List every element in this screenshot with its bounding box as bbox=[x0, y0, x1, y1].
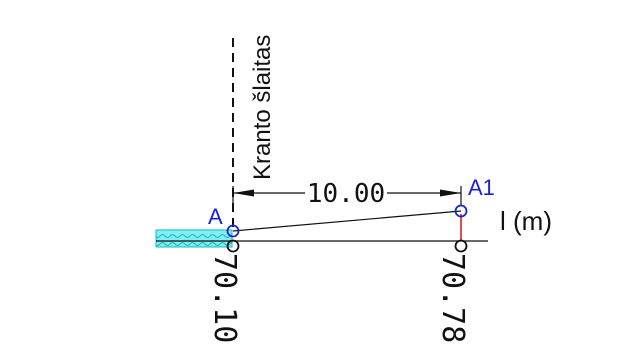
dimension-label-backdrop bbox=[305, 180, 387, 206]
axis-label: l (m) bbox=[500, 206, 552, 236]
point-a-marker bbox=[226, 224, 240, 238]
point-a-elevation: 70.10 bbox=[207, 253, 242, 343]
point-a-label: A bbox=[208, 204, 223, 229]
bank-slope-label: Kranto šlaitas bbox=[249, 35, 276, 180]
point-a1-elevation: 70.78 bbox=[435, 253, 470, 343]
point-a1-label: A1 bbox=[468, 175, 495, 200]
profile-slope-line bbox=[232, 210, 462, 232]
water-hatch-pattern bbox=[156, 230, 232, 247]
point-a-base-marker bbox=[226, 239, 240, 253]
dimension-arrow-right bbox=[440, 189, 461, 197]
point-a1-marker bbox=[454, 204, 468, 218]
dimension-arrow-left bbox=[233, 189, 254, 197]
dimension-label: 10.00 bbox=[307, 179, 385, 209]
point-a1-base-marker bbox=[454, 239, 468, 253]
